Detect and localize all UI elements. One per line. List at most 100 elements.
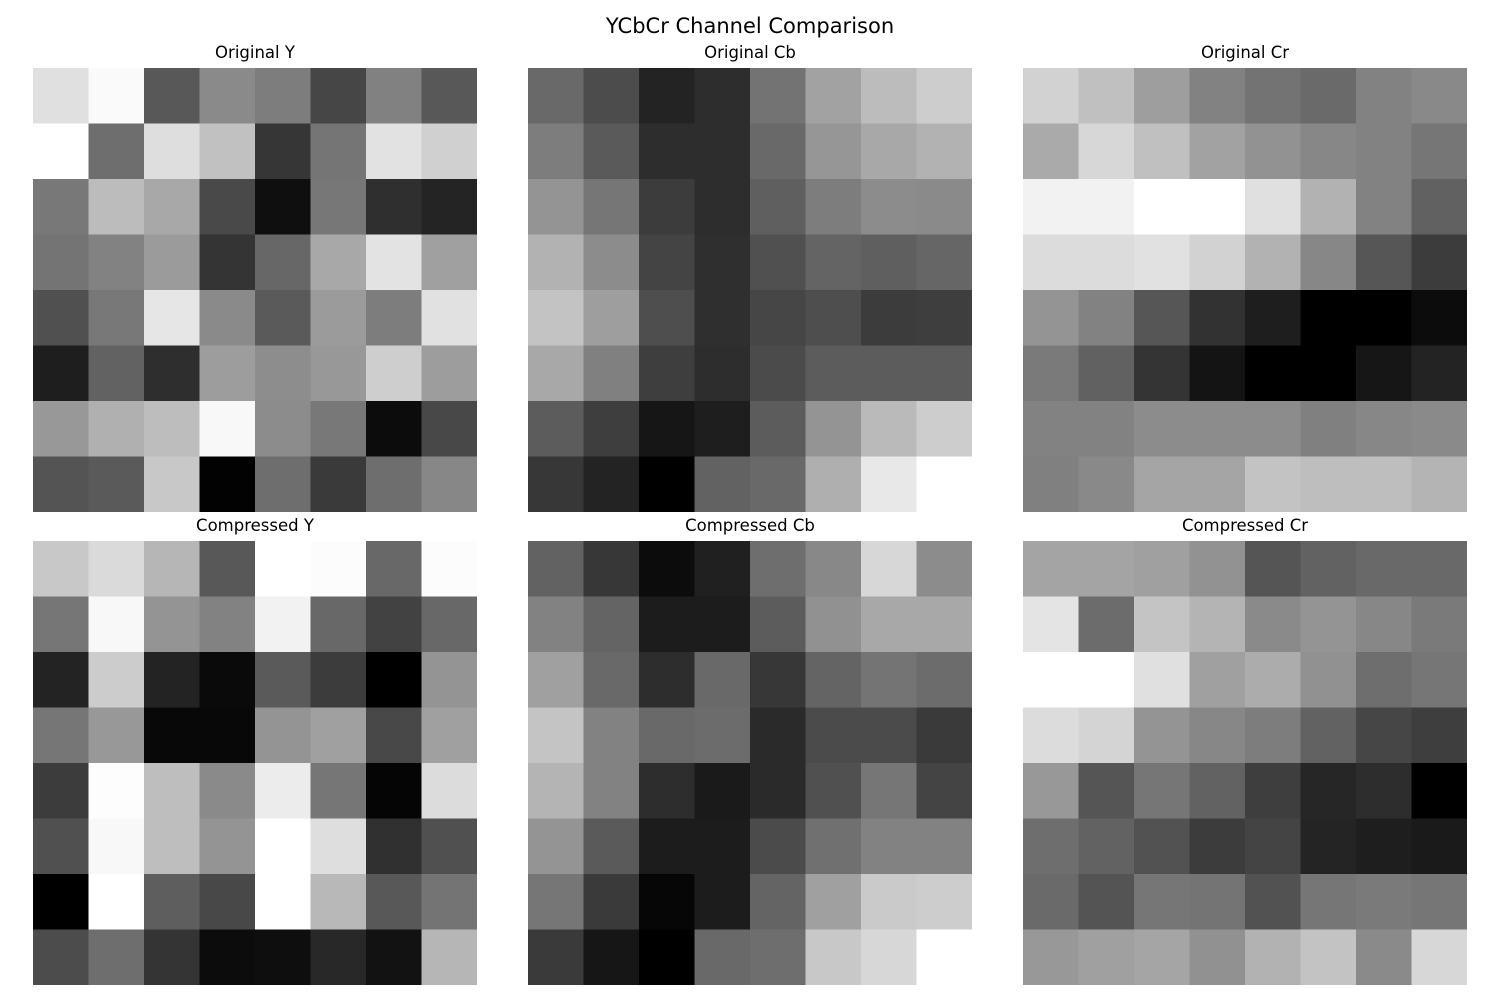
heatmap-cell-r4-c4 <box>255 763 312 820</box>
heatmap-cell-r4-c7 <box>1411 290 1467 347</box>
heatmap-cell-r2-c7 <box>916 652 972 709</box>
heatmap-cell-r0-c2 <box>639 541 696 598</box>
heatmap-cell-r1-c4 <box>255 596 312 653</box>
heatmap-cell-r3-c5 <box>1300 234 1357 291</box>
heatmap-cell-r0-c7 <box>916 68 972 125</box>
heatmap-cell-r6-c1 <box>583 874 640 931</box>
heatmap-cell-r4-c3 <box>1189 763 1246 820</box>
heatmap-cell-r0-c5 <box>310 68 367 125</box>
heatmap-cell-r2-c1 <box>583 179 640 236</box>
heatmap-cell-r6-c2 <box>639 401 696 458</box>
heatmap-cell-r1-c3 <box>199 123 256 180</box>
heatmap-cell-r1-c6 <box>366 123 423 180</box>
heatmap-cell-r7-c2 <box>1134 456 1191 512</box>
heatmap-panel-compressed-y: Compressed Y <box>33 516 477 985</box>
heatmap-cell-r4-c0 <box>528 763 585 820</box>
heatmap-cell-r0-c3 <box>1189 68 1246 125</box>
heatmap-cell-r6-c5 <box>310 874 367 931</box>
heatmap-cell-r2-c2 <box>639 652 696 709</box>
heatmap-cell-r1-c2 <box>1134 596 1191 653</box>
heatmap-cell-r6-c3 <box>199 874 256 931</box>
heatmap-cell-r1-c4 <box>1245 596 1302 653</box>
heatmap-cell-r1-c5 <box>310 596 367 653</box>
heatmap-cell-r1-c1 <box>583 596 640 653</box>
heatmap-cell-r2-c0 <box>33 652 90 709</box>
heatmap-cell-r7-c6 <box>861 929 918 985</box>
heatmap-cell-r6-c4 <box>1245 874 1302 931</box>
heatmap-cell-r0-c6 <box>861 68 918 125</box>
heatmap-cell-r3-c4 <box>750 707 807 764</box>
heatmap-cell-r4-c7 <box>916 763 972 820</box>
heatmap-cell-r1-c5 <box>805 596 862 653</box>
heatmap-cell-r7-c7 <box>916 456 972 512</box>
heatmap-cell-r6-c0 <box>33 401 90 458</box>
heatmap-compressed-cr <box>1023 541 1467 985</box>
heatmap-cell-r2-c5 <box>1300 179 1357 236</box>
heatmap-cell-r3-c1 <box>88 707 145 764</box>
panel-title: Compressed Cr <box>1181 516 1309 535</box>
heatmap-cell-r0-c7 <box>1411 541 1467 598</box>
heatmap-cell-r3-c1 <box>1078 234 1135 291</box>
heatmap-cell-r6-c2 <box>1134 401 1191 458</box>
heatmap-cell-r6-c1 <box>583 401 640 458</box>
heatmap-cell-r4-c5 <box>1300 763 1357 820</box>
heatmap-cell-r6-c3 <box>1189 401 1246 458</box>
heatmap-cell-r3-c5 <box>1300 707 1357 764</box>
heatmap-cell-r2-c7 <box>916 179 972 236</box>
heatmap-cell-r2-c4 <box>255 179 312 236</box>
heatmap-cell-r6-c2 <box>144 401 201 458</box>
heatmap-cell-r5-c3 <box>199 818 256 875</box>
heatmap-cell-r6-c1 <box>1078 874 1135 931</box>
heatmap-cell-r7-c0 <box>33 456 90 512</box>
heatmap-cell-r5-c1 <box>1078 818 1135 875</box>
heatmap-cell-r0-c6 <box>366 541 423 598</box>
heatmap-cell-r7-c0 <box>1023 929 1080 985</box>
heatmap-cell-r0-c5 <box>1300 541 1357 598</box>
heatmap-cell-r6-c3 <box>199 401 256 458</box>
heatmap-cell-r7-c3 <box>1189 456 1246 512</box>
heatmap-cell-r2-c0 <box>1023 652 1080 709</box>
heatmap-cell-r1-c2 <box>1134 123 1191 180</box>
heatmap-cell-r3-c1 <box>583 234 640 291</box>
heatmap-cell-r7-c6 <box>861 456 918 512</box>
heatmap-cell-r6-c1 <box>1078 401 1135 458</box>
heatmap-cell-r7-c0 <box>33 929 90 985</box>
heatmap-cell-r6-c0 <box>33 874 90 931</box>
heatmap-cell-r1-c0 <box>1023 123 1080 180</box>
heatmap-cell-r4-c2 <box>144 290 201 347</box>
heatmap-cell-r4-c1 <box>88 763 145 820</box>
heatmap-original-y <box>33 68 477 512</box>
heatmap-cell-r5-c4 <box>750 818 807 875</box>
heatmap-cell-r5-c1 <box>583 818 640 875</box>
heatmap-cell-r4-c5 <box>310 763 367 820</box>
heatmap-cell-r2-c4 <box>255 652 312 709</box>
heatmap-cell-r7-c5 <box>310 929 367 985</box>
heatmap-cell-r4-c6 <box>366 290 423 347</box>
heatmap-cell-r7-c5 <box>805 456 862 512</box>
heatmap-cell-r0-c2 <box>144 541 201 598</box>
heatmap-cell-r5-c5 <box>310 345 367 402</box>
heatmap-cell-r0-c3 <box>694 68 751 125</box>
heatmap-cell-r6-c3 <box>694 401 751 458</box>
heatmap-cell-r2-c3 <box>1189 652 1246 709</box>
heatmap-cell-r4-c1 <box>1078 763 1135 820</box>
heatmap-cell-r2-c0 <box>528 652 585 709</box>
heatmap-cell-r2-c6 <box>1356 652 1413 709</box>
heatmap-panel-compressed-cr: Compressed Cr <box>1023 516 1467 985</box>
heatmap-cell-r2-c6 <box>366 652 423 709</box>
heatmap-cell-r1-c2 <box>639 596 696 653</box>
heatmap-cell-r2-c1 <box>583 652 640 709</box>
heatmap-cell-r3-c2 <box>144 234 201 291</box>
heatmap-panel-original-cb: Original Cb <box>528 43 972 512</box>
heatmap-cell-r4-c6 <box>861 763 918 820</box>
heatmap-cell-r4-c6 <box>366 763 423 820</box>
heatmap-cell-r5-c5 <box>310 818 367 875</box>
heatmap-cell-r1-c0 <box>33 596 90 653</box>
heatmap-cell-r1-c1 <box>583 123 640 180</box>
heatmap-cell-r5-c1 <box>1078 345 1135 402</box>
heatmap-cell-r3-c7 <box>916 234 972 291</box>
heatmap-cell-r6-c2 <box>639 874 696 931</box>
heatmap-cell-r1-c6 <box>861 596 918 653</box>
heatmap-cell-r5-c4 <box>1245 345 1302 402</box>
heatmap-cell-r4-c4 <box>750 290 807 347</box>
